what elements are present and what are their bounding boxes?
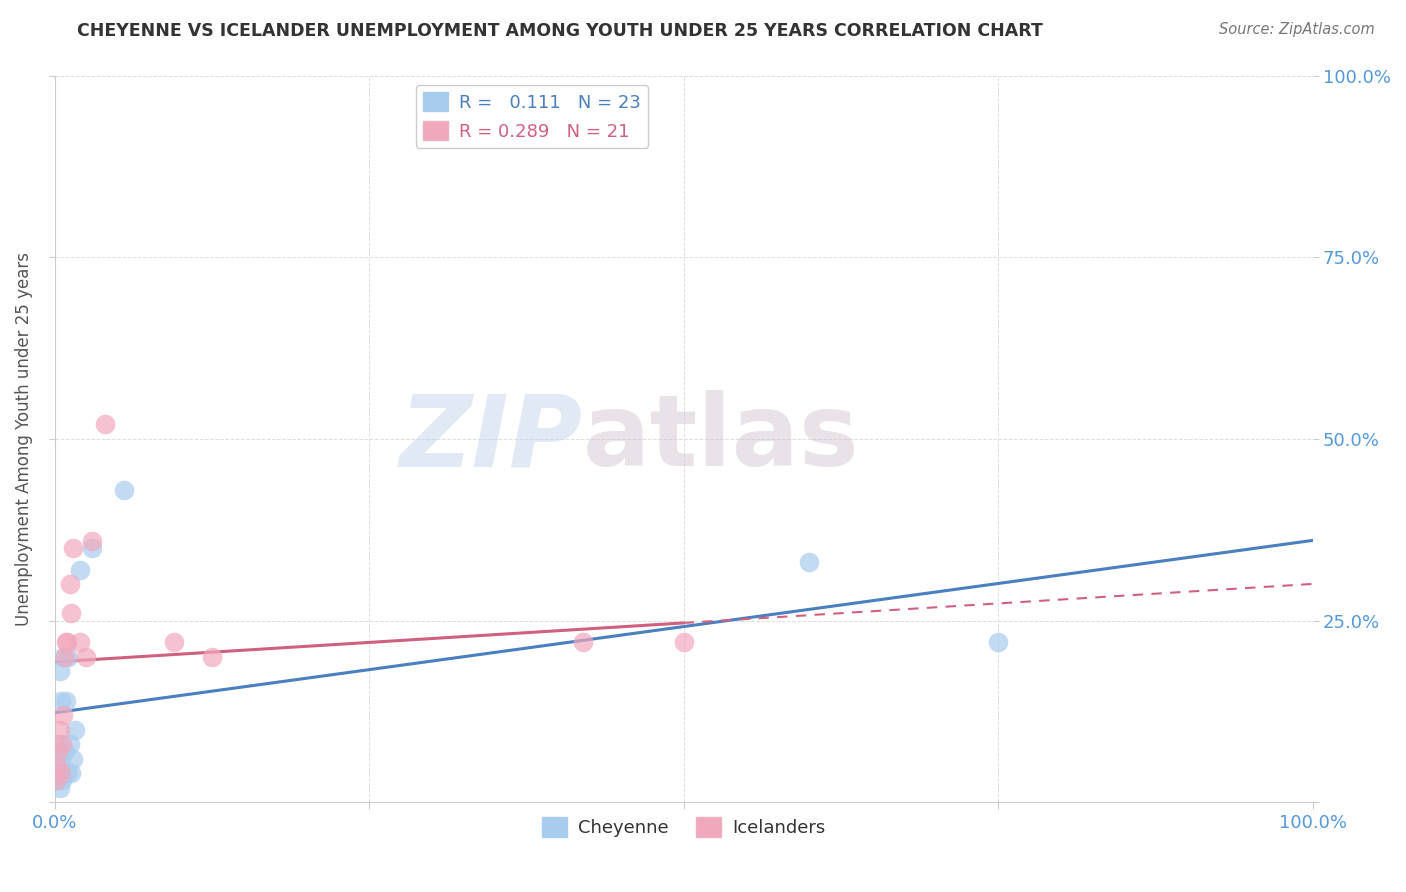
Point — [572, 635, 595, 649]
Point — [51, 773, 73, 788]
Point — [48, 665, 70, 679]
Point — [52, 649, 75, 664]
Text: ZIP: ZIP — [399, 391, 583, 487]
Legend: Cheyenne, Icelanders: Cheyenne, Icelanders — [534, 810, 832, 844]
Point — [59, 577, 82, 591]
Point — [46, 744, 69, 758]
Point — [62, 752, 84, 766]
Point — [58, 649, 80, 664]
Text: Source: ZipAtlas.com: Source: ZipAtlas.com — [1219, 22, 1375, 37]
Point — [53, 649, 76, 664]
Y-axis label: Unemployment Among Youth under 25 years: Unemployment Among Youth under 25 years — [15, 252, 32, 626]
Text: atlas: atlas — [583, 391, 859, 487]
Point — [53, 744, 76, 758]
Point — [63, 723, 86, 737]
Point — [46, 759, 69, 773]
Point — [48, 723, 70, 737]
Point — [82, 533, 104, 548]
Point — [52, 708, 75, 723]
Point — [163, 635, 186, 649]
Point — [672, 635, 695, 649]
Point — [49, 693, 72, 707]
Point — [69, 635, 91, 649]
Point — [56, 766, 79, 780]
Point — [48, 780, 70, 795]
Point — [46, 737, 69, 751]
Point — [46, 759, 69, 773]
Point — [987, 635, 1010, 649]
Point — [69, 563, 91, 577]
Point — [49, 766, 72, 780]
Point — [55, 693, 77, 707]
Point — [59, 607, 82, 621]
Point — [51, 737, 73, 751]
Text: CHEYENNE VS ICELANDER UNEMPLOYMENT AMONG YOUTH UNDER 25 YEARS CORRELATION CHART: CHEYENNE VS ICELANDER UNEMPLOYMENT AMONG… — [77, 22, 1043, 40]
Point — [62, 541, 84, 555]
Point — [59, 766, 82, 780]
Point — [49, 752, 72, 766]
Point — [201, 649, 224, 664]
Point — [56, 635, 79, 649]
Point — [799, 556, 821, 570]
Point — [82, 541, 104, 555]
Point — [55, 635, 77, 649]
Point — [112, 483, 135, 497]
Point — [94, 417, 117, 432]
Point — [75, 649, 97, 664]
Point — [45, 773, 67, 788]
Point — [45, 773, 67, 788]
Point — [46, 766, 69, 780]
Point — [59, 737, 82, 751]
